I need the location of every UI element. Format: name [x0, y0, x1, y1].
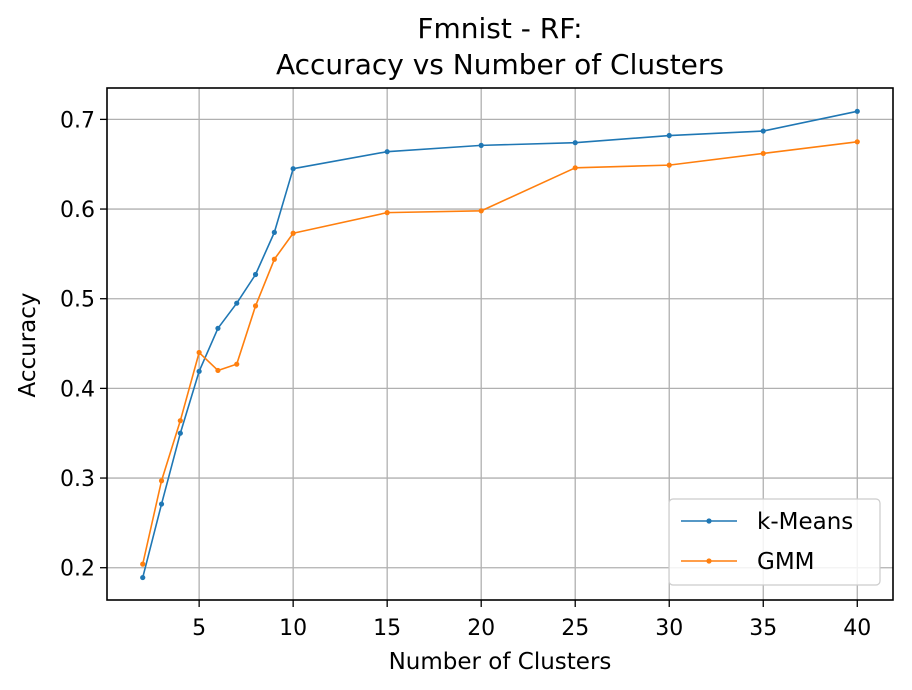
data-point-kmeans	[271, 229, 277, 235]
legend-marker-kmeans	[706, 518, 712, 524]
data-point-kmeans	[234, 300, 240, 306]
data-point-gmm	[252, 303, 259, 309]
x-tick-label: 15	[373, 616, 401, 641]
y-tick-label: 0.5	[60, 288, 95, 313]
x-axis-ticks: 5 10 15 20 25 30 35 40	[192, 600, 871, 641]
data-point-kmeans	[384, 149, 390, 155]
data-point-kmeans	[572, 140, 578, 146]
x-tick-label: 10	[279, 616, 307, 641]
x-tick-label: 25	[561, 616, 589, 641]
y-tick-label: 0.7	[60, 108, 95, 133]
data-point-gmm	[215, 367, 221, 374]
data-point-kmeans	[158, 501, 165, 507]
x-tick-label: 30	[655, 616, 683, 641]
data-point-kmeans	[290, 166, 296, 172]
data-point-gmm	[140, 561, 146, 567]
x-tick-label: 20	[467, 616, 495, 641]
y-axis-label: Accuracy	[15, 292, 41, 397]
series-layer	[140, 108, 860, 581]
data-point-kmeans	[196, 368, 202, 374]
data-point-kmeans	[140, 574, 146, 581]
legend-label-gmm: GMM	[757, 549, 815, 575]
y-axis-ticks: 0.2 0.3 0.4 0.5 0.6 0.7	[60, 108, 107, 582]
y-tick-label: 0.6	[60, 198, 95, 223]
legend-label-kmeans: k-Means	[757, 509, 853, 535]
y-tick-label: 0.2	[60, 557, 95, 582]
data-point-gmm	[234, 361, 240, 367]
chart-title-line-2: Accuracy vs Number of Clusters	[276, 48, 724, 81]
data-point-gmm	[158, 478, 165, 484]
y-tick-label: 0.3	[60, 467, 95, 492]
data-point-gmm	[384, 210, 390, 216]
data-point-gmm	[478, 208, 484, 214]
data-point-kmeans	[177, 430, 183, 436]
data-point-gmm	[271, 256, 277, 262]
grid-layer	[107, 88, 893, 600]
data-point-kmeans	[854, 108, 860, 114]
data-point-gmm	[572, 165, 578, 171]
data-point-gmm	[760, 150, 766, 157]
data-point-kmeans	[760, 128, 766, 134]
legend-entry-gmm: GMM	[681, 549, 815, 575]
x-tick-label: 5	[192, 616, 206, 641]
data-point-gmm	[666, 162, 672, 168]
plot-frame	[106, 87, 894, 601]
legend-entry-kmeans: k-Means	[681, 509, 853, 535]
data-point-gmm	[854, 139, 860, 145]
data-point-kmeans	[666, 132, 672, 139]
data-point-kmeans	[478, 142, 484, 148]
x-axis-label: Number of Clusters	[389, 649, 612, 675]
data-point-kmeans	[215, 325, 221, 331]
chart-title-line-1: Fmnist - RF:	[417, 12, 582, 45]
legend-marker-gmm	[706, 558, 712, 564]
data-point-gmm	[196, 349, 202, 356]
x-tick-label: 35	[749, 616, 777, 641]
x-tick-label: 40	[843, 616, 871, 641]
data-point-gmm	[177, 418, 183, 424]
series-kmeans	[140, 108, 860, 581]
series-gmm	[140, 139, 860, 567]
y-tick-label: 0.4	[60, 377, 95, 402]
data-point-gmm	[290, 230, 296, 236]
chart-title: Fmnist - RF: Accuracy vs Number of Clust…	[276, 12, 724, 81]
legend: k-Means GMM	[668, 498, 881, 586]
data-point-kmeans	[252, 271, 259, 278]
